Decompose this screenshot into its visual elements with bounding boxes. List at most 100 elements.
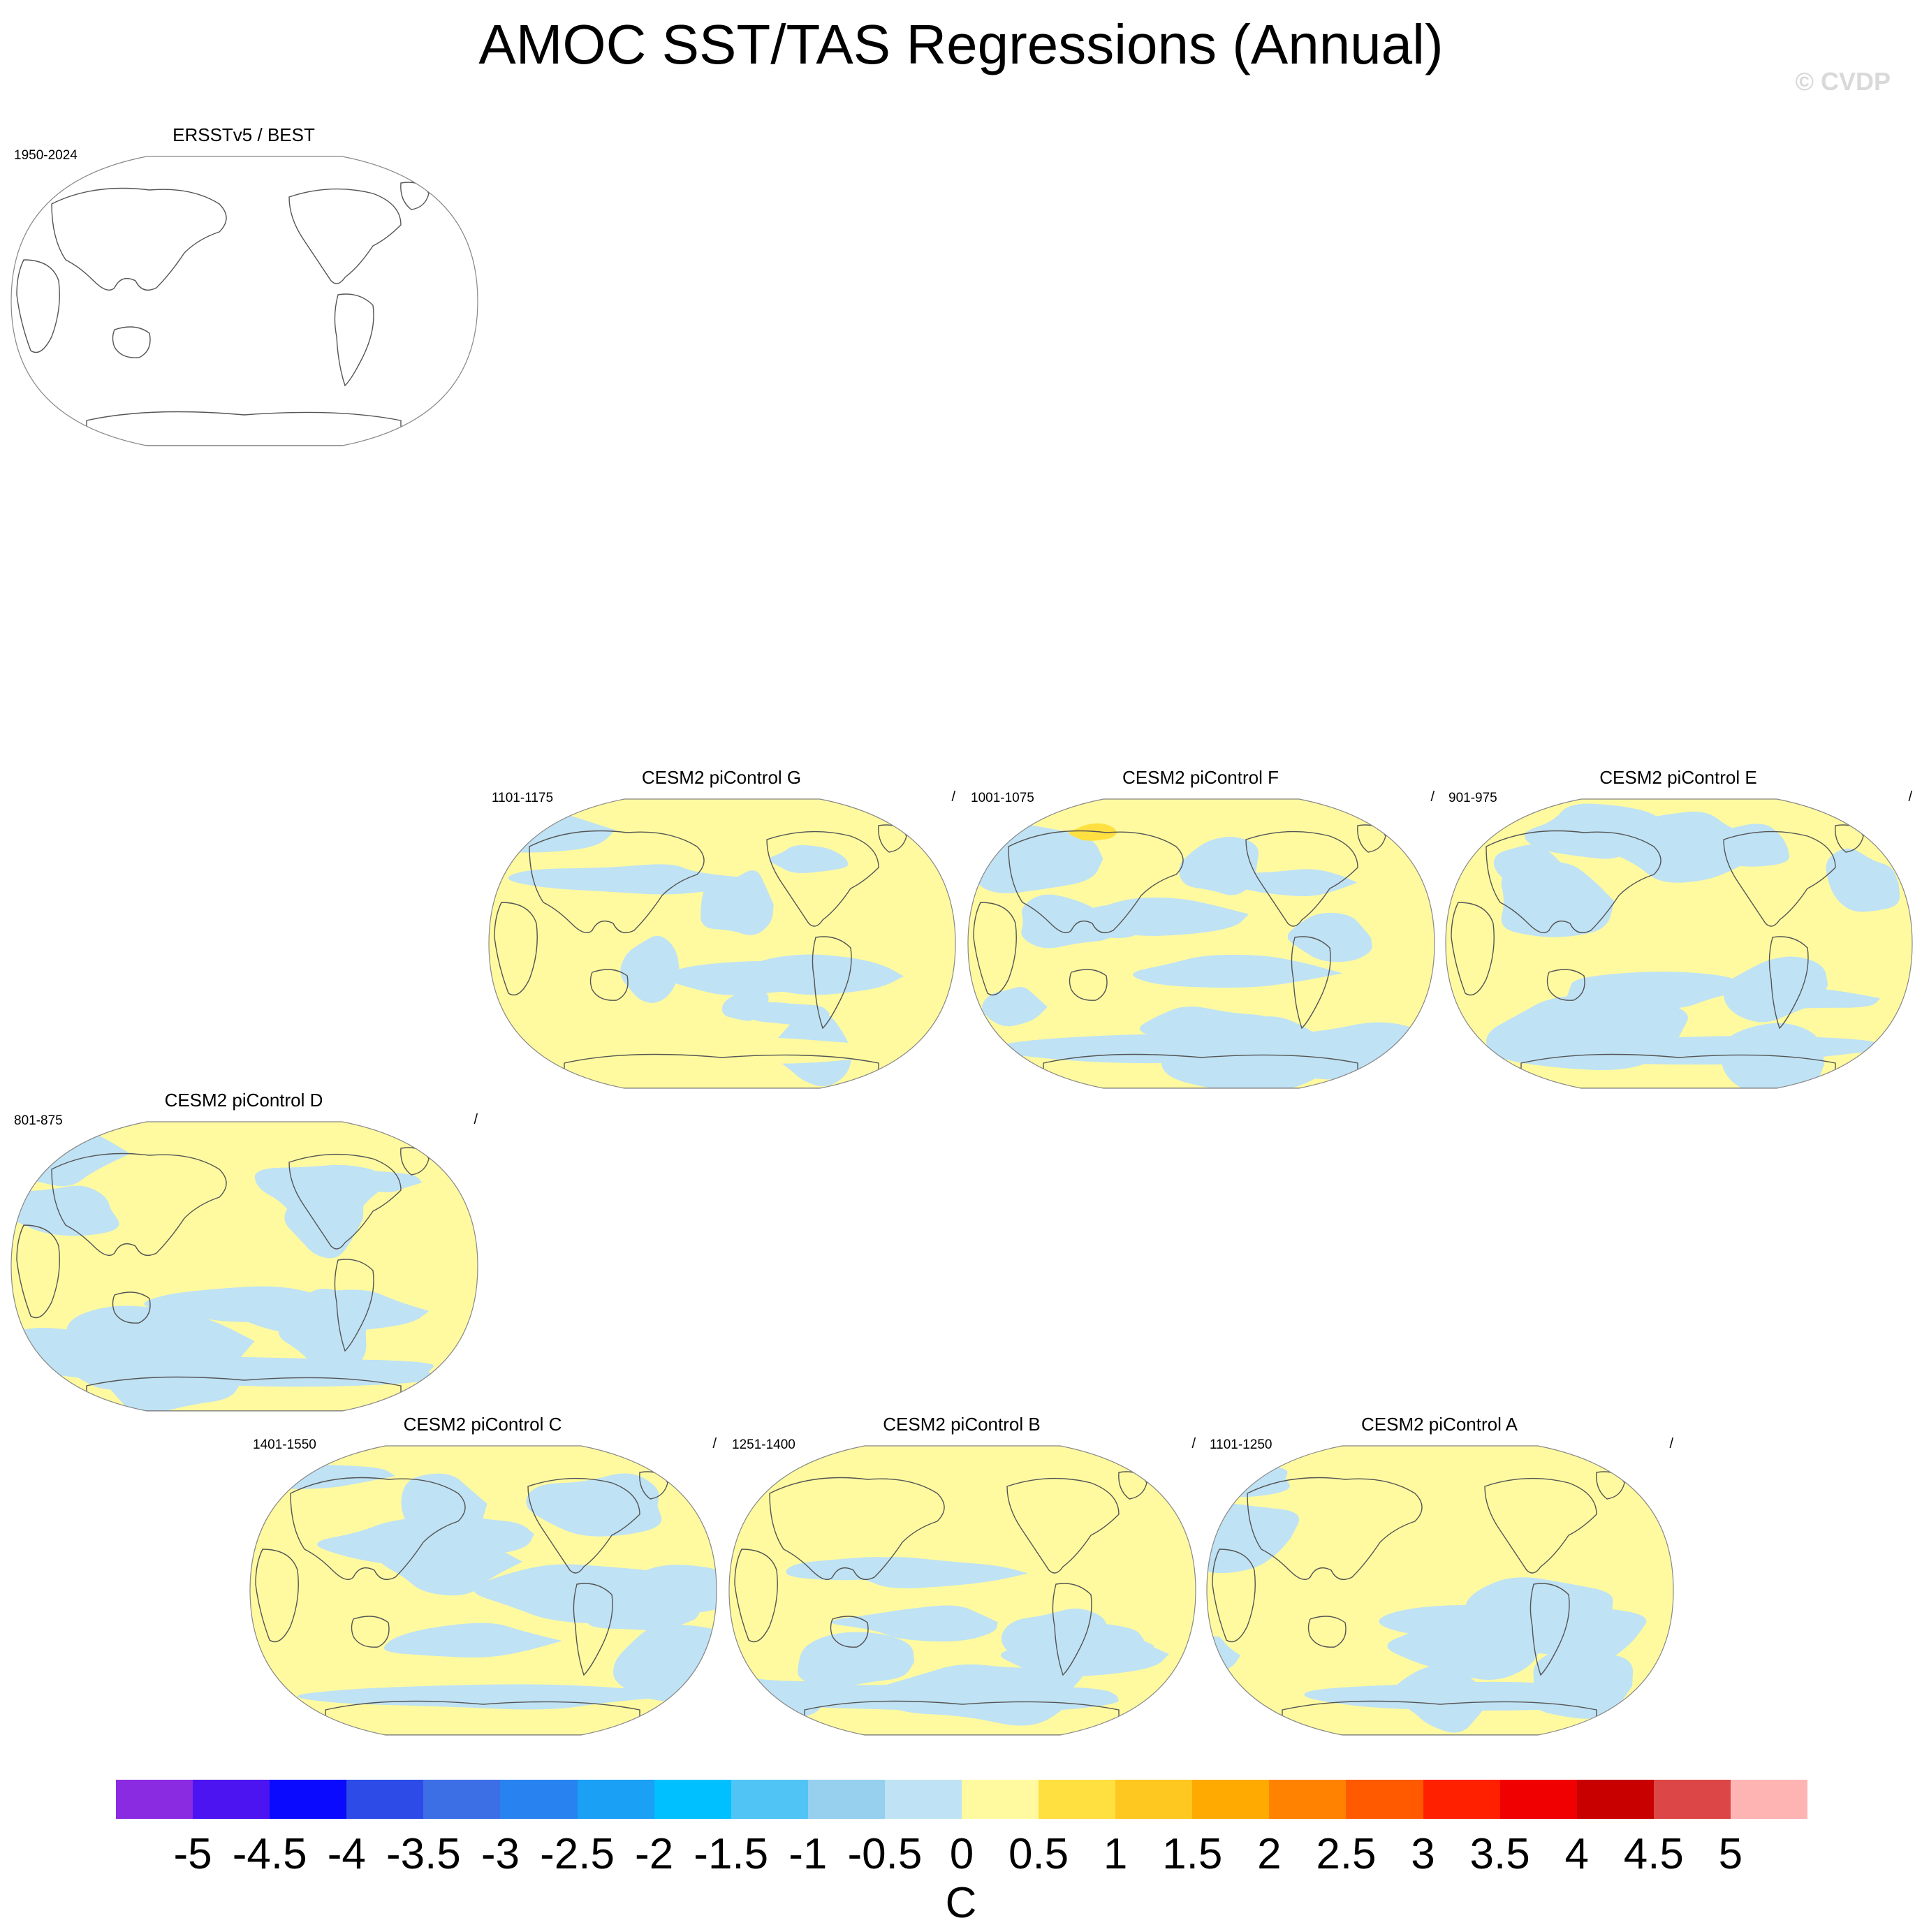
map-field <box>250 1446 717 1735</box>
cvdp-watermark: © CVDP <box>1795 67 1891 96</box>
coastline <box>769 1477 945 1580</box>
colorbar-box <box>1039 1780 1116 1819</box>
map-outline <box>728 1445 1196 1736</box>
negative-anomaly-region <box>1287 912 1372 963</box>
coastline <box>334 293 374 387</box>
colorbar-box <box>1269 1780 1347 1819</box>
coastline <box>16 1224 60 1319</box>
negative-anomaly-region <box>1826 848 1900 912</box>
coastline <box>325 1700 640 1735</box>
colorbar-box <box>1499 1780 1578 1819</box>
coastline <box>290 1477 466 1580</box>
coastline <box>1723 830 1836 927</box>
colorbar-tick-label: 4 <box>1564 1830 1589 1878</box>
negative-anomaly-region <box>1891 812 1912 844</box>
panel-title: CESM2 piControl E <box>1599 767 1757 788</box>
world-map <box>10 156 478 446</box>
coastline <box>1043 1053 1358 1088</box>
coastline <box>1291 936 1331 1030</box>
world-map <box>488 798 956 1089</box>
colorbar-tick-label: -2 <box>635 1830 674 1878</box>
coastline <box>1008 830 1184 933</box>
negative-anomaly-region <box>284 1184 364 1259</box>
panel-title: CESM2 piControl G <box>641 767 802 788</box>
coastline <box>1546 969 1585 1001</box>
coastline <box>1052 1583 1092 1676</box>
panel-separator: / <box>712 1436 717 1451</box>
negative-anomaly-region <box>1092 898 1249 936</box>
negative-anomaly-region <box>1021 894 1117 949</box>
colorbar-tick-label: -5 <box>173 1830 212 1878</box>
colorbar-tick-label: -0.5 <box>847 1830 923 1878</box>
coastline <box>51 187 227 291</box>
coastline <box>589 969 629 1001</box>
panel-years: 1401-1550 <box>253 1437 316 1452</box>
negative-anomaly-region <box>1567 972 1746 1009</box>
map-outline <box>1206 1445 1674 1736</box>
panel-title: CESM2 piControl D <box>164 1090 323 1111</box>
panel-separator: / <box>1191 1436 1196 1451</box>
southern-ocean-region <box>1462 1036 1891 1065</box>
colorbar-tick-label: -1 <box>788 1830 828 1878</box>
colorbar-box <box>1192 1780 1270 1819</box>
colorbar-box <box>807 1780 886 1819</box>
negative-anomaly-region <box>1729 987 1881 1009</box>
southern-ocean-region <box>1304 1681 1615 1711</box>
map-field <box>729 1446 1196 1735</box>
colorbar-tick-label: 2.5 <box>1316 1830 1377 1878</box>
coastline <box>1307 1616 1347 1648</box>
panel-years: 1251-1400 <box>732 1437 795 1452</box>
coastline <box>1768 936 1809 1030</box>
map-outline <box>10 1121 478 1412</box>
panel-title: CESM2 piControl B <box>883 1414 1041 1435</box>
negative-anomaly-region <box>346 1171 423 1192</box>
panel-separator: / <box>474 1112 478 1127</box>
map-panel-cesm2-e: CESM2 piControl E 901-975 / <box>1444 767 1919 1130</box>
negative-anomaly-region <box>830 1605 998 1642</box>
negative-anomaly-region <box>1207 1463 1290 1498</box>
panel-years: 901-975 <box>1448 791 1497 805</box>
colorbar-box <box>423 1780 501 1819</box>
colorbar-box <box>1653 1780 1731 1819</box>
negative-anomaly-region <box>1217 869 1358 897</box>
coastline <box>1212 1549 1256 1643</box>
coastline <box>1451 902 1495 996</box>
colorbar-box <box>500 1780 578 1819</box>
southern-ocean-region <box>45 1356 434 1387</box>
panel-separator: / <box>1908 789 1912 805</box>
panel-title: CESM2 piControl F <box>1122 767 1279 788</box>
colorbar-tick-label: 1 <box>1103 1830 1128 1878</box>
negative-anomaly-region <box>401 1473 487 1539</box>
map-panel-cesm2-d: CESM2 piControl D 801-875 / <box>10 1090 485 1453</box>
coastline <box>1485 830 1661 933</box>
coastline <box>766 830 879 927</box>
coastline <box>1282 1700 1597 1735</box>
negative-anomaly-region <box>1015 1625 1155 1666</box>
southern-ocean-region <box>784 1684 1119 1712</box>
negative-anomaly-region <box>769 845 849 874</box>
colorbar-tick-label: 0 <box>949 1830 974 1878</box>
map-outline <box>1445 798 1913 1089</box>
negative-anomaly-region <box>846 1557 1029 1588</box>
coastline <box>334 1259 374 1352</box>
coastline <box>529 830 705 933</box>
colorbar-box <box>270 1780 347 1819</box>
negative-anomaly-region <box>1493 844 1561 882</box>
map-outline <box>488 798 956 1089</box>
colorbar-box <box>116 1780 193 1819</box>
coastline <box>494 902 538 996</box>
coastline <box>16 259 60 353</box>
colorbar-box <box>1730 1780 1808 1819</box>
coastline <box>1484 1477 1597 1574</box>
colorbar-box <box>346 1780 424 1819</box>
colorbar-box <box>731 1780 809 1819</box>
coastline <box>1247 1477 1423 1580</box>
colorbar-box <box>1576 1780 1655 1819</box>
panel-separator: / <box>1430 789 1435 805</box>
colorbar-tick-label: 2 <box>1257 1830 1282 1878</box>
coastline <box>527 1477 640 1574</box>
colorbar-tick-label: -3.5 <box>386 1830 461 1878</box>
colorbar-units: C <box>945 1879 977 1927</box>
colorbar-tick-label: -3 <box>480 1830 520 1878</box>
strong-positive-anomaly <box>1069 823 1117 841</box>
